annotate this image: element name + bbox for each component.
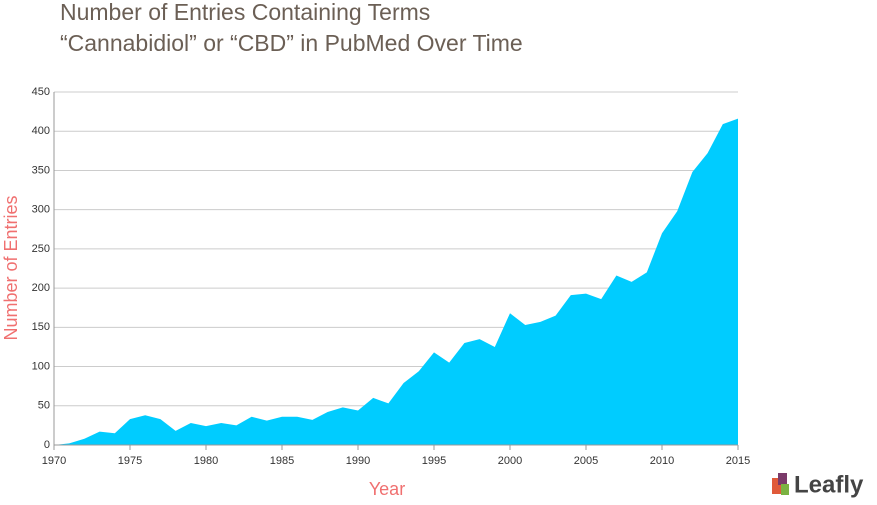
logo-block xyxy=(778,473,787,485)
x-tick-label: 1990 xyxy=(346,455,370,467)
chart-subtitle: “Cannabidiol” or “CBD” in PubMed Over Ti… xyxy=(60,30,523,56)
chart-title: Number of Entries Containing Terms xyxy=(60,0,430,25)
logo-block xyxy=(781,484,789,495)
x-tick-label: 2015 xyxy=(726,455,750,467)
x-tick-label: 1980 xyxy=(194,455,218,467)
x-tick-label: 1985 xyxy=(270,455,294,467)
brand-name: Leafly xyxy=(794,471,864,498)
area xyxy=(54,118,738,445)
x-axis-label: Year xyxy=(369,479,405,499)
x-tick-label: 1995 xyxy=(422,455,446,467)
y-tick-label: 450 xyxy=(32,86,50,98)
logo-block xyxy=(772,478,781,494)
y-tick-label: 350 xyxy=(32,164,50,176)
brand-logo: Leafly xyxy=(772,471,864,498)
y-tick-label: 250 xyxy=(32,243,50,255)
y-tick-label: 400 xyxy=(32,125,50,137)
x-tick-label: 1975 xyxy=(118,455,142,467)
x-tick-label: 2010 xyxy=(650,455,674,467)
x-tick-label: 1970 xyxy=(42,455,66,467)
y-tick-label: 100 xyxy=(32,360,50,372)
y-axis-label: Number of Entries xyxy=(1,195,21,340)
y-tick-label: 50 xyxy=(38,400,50,412)
y-tick-label: 300 xyxy=(32,204,50,216)
x-tick-label: 2000 xyxy=(498,455,522,467)
x-tick-label: 2005 xyxy=(574,455,598,467)
y-tick-label: 200 xyxy=(32,282,50,294)
y-tick-label: 0 xyxy=(44,439,50,451)
y-tick-label: 150 xyxy=(32,321,50,333)
